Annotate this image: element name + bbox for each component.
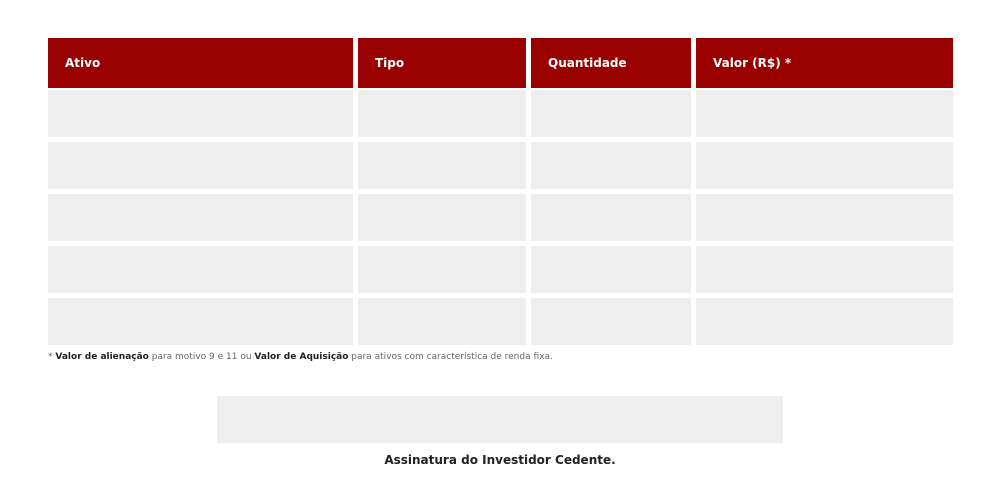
cell-tipo[interactable] [358, 142, 526, 189]
note-text: para motivo 9 e 11 ou [148, 352, 255, 362]
cell-quantidade[interactable] [531, 90, 691, 137]
signature-field[interactable] [217, 396, 783, 443]
cell-ativo[interactable] [48, 142, 353, 189]
cell-valor[interactable] [696, 142, 953, 189]
footnote: * Valor de alienação para motivo 9 e 11 … [48, 352, 553, 362]
cell-valor[interactable] [696, 298, 953, 345]
cell-ativo[interactable] [48, 246, 353, 293]
assets-table: Ativo Tipo Quantidade Valor (R$) * [48, 38, 953, 345]
asterisk: * [48, 352, 56, 362]
cell-tipo[interactable] [358, 194, 526, 241]
signature-label: Assinatura do Investidor Cedente. [384, 453, 616, 467]
cell-ativo[interactable] [48, 90, 353, 137]
cell-tipo[interactable] [358, 298, 526, 345]
cell-ativo[interactable] [48, 194, 353, 241]
cell-valor[interactable] [696, 246, 953, 293]
cell-tipo[interactable] [358, 90, 526, 137]
cell-valor[interactable] [696, 90, 953, 137]
note-bold-aquisicao: Valor de Aquisição [254, 352, 349, 362]
header-valor: Valor (R$) * [696, 38, 953, 88]
note-text: para ativos com característica de renda … [348, 352, 553, 362]
header-ativo: Ativo [48, 38, 353, 88]
cell-quantidade[interactable] [531, 142, 691, 189]
cell-quantidade[interactable] [531, 246, 691, 293]
header-quantidade: Quantidade [531, 38, 691, 88]
cell-quantidade[interactable] [531, 298, 691, 345]
header-tipo: Tipo [358, 38, 526, 88]
cell-ativo[interactable] [48, 298, 353, 345]
note-bold-alienacao: Valor de alienação [55, 352, 149, 362]
cell-tipo[interactable] [358, 246, 526, 293]
cell-quantidade[interactable] [531, 194, 691, 241]
cell-valor[interactable] [696, 194, 953, 241]
